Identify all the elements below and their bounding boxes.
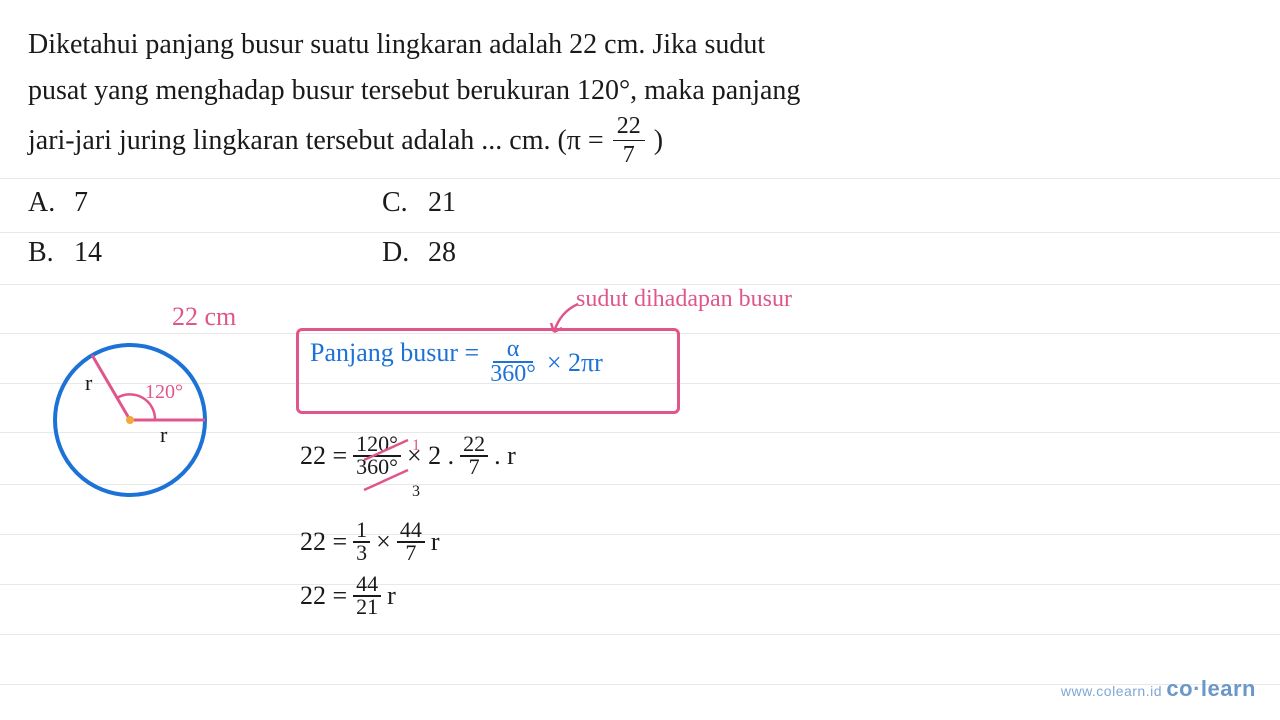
cancel-strikes-icon: 1 3	[360, 438, 450, 508]
watermark-brand-b: learn	[1201, 676, 1256, 701]
option-c-value: 21	[428, 187, 456, 219]
cancel-top: 1	[412, 438, 420, 454]
calc3-tail: r	[387, 581, 396, 611]
formula-label: Panjang busur =	[310, 338, 479, 368]
calc-line-3: 22 = 44 21 r	[300, 574, 396, 618]
calc2-lhs: 22 =	[300, 527, 347, 557]
option-d: D.28	[382, 237, 456, 269]
calc2-frac1-den: 3	[353, 543, 370, 564]
calc-line-2: 22 = 1 3 × 44 7 r	[300, 520, 440, 564]
calc1-tail: . r	[494, 441, 516, 471]
calc2-tail: r	[431, 527, 440, 557]
calc2-mid: ×	[376, 527, 391, 557]
radius-label-2: r	[160, 422, 168, 447]
calc3-frac-den: 21	[353, 597, 381, 618]
option-a: A.7	[28, 187, 102, 219]
arc-length-label: 22 cm	[172, 302, 236, 332]
pi-fraction: 22 7	[613, 114, 645, 167]
formula-denominator: 360°	[487, 363, 539, 386]
question-line-3: jari-jari juring lingkaran tersebut adal…	[28, 114, 1240, 167]
cancel-bottom: 3	[412, 483, 420, 500]
circle-diagram: r 120° r	[40, 330, 240, 530]
question-block: Diketahui panjang busur suatu lingkaran …	[28, 22, 1240, 269]
formula-text: Panjang busur = α 360° × 2πr	[310, 338, 603, 386]
radius-label-1: r	[85, 370, 93, 395]
calc1-lhs: 22 =	[300, 441, 347, 471]
question-line-3-prefix: jari-jari juring lingkaran tersebut adal…	[28, 118, 604, 164]
calc3-lhs: 22 =	[300, 581, 347, 611]
option-d-value: 28	[428, 237, 456, 269]
formula-alpha: α	[493, 338, 534, 363]
question-line-1: Diketahui panjang busur suatu lingkaran …	[28, 22, 1240, 68]
annotation-text: sudut dihadapan busur	[576, 286, 792, 313]
watermark-dot: ·	[1193, 676, 1201, 701]
formula-tail: × 2πr	[547, 348, 603, 378]
answer-options: A.7 B.14 C.21 D.28	[28, 187, 1240, 269]
watermark-url: www.colearn.id	[1061, 683, 1162, 699]
option-b-value: 14	[74, 237, 102, 269]
watermark: www.colearn.id co·learn	[1061, 676, 1256, 702]
pi-frac-num: 22	[613, 114, 645, 141]
watermark-brand-a: co	[1166, 676, 1193, 701]
option-b: B.14	[28, 237, 102, 269]
angle-label: 120°	[145, 381, 183, 403]
pi-frac-den: 7	[619, 141, 639, 167]
calc2-frac2-den: 7	[402, 543, 419, 564]
calc1-frac2-den: 7	[466, 457, 483, 478]
question-line-2: pusat yang menghadap busur tersebut beru…	[28, 68, 1240, 114]
option-a-value: 7	[74, 187, 88, 219]
option-c: C.21	[382, 187, 456, 219]
question-line-3-suffix: )	[654, 118, 663, 164]
